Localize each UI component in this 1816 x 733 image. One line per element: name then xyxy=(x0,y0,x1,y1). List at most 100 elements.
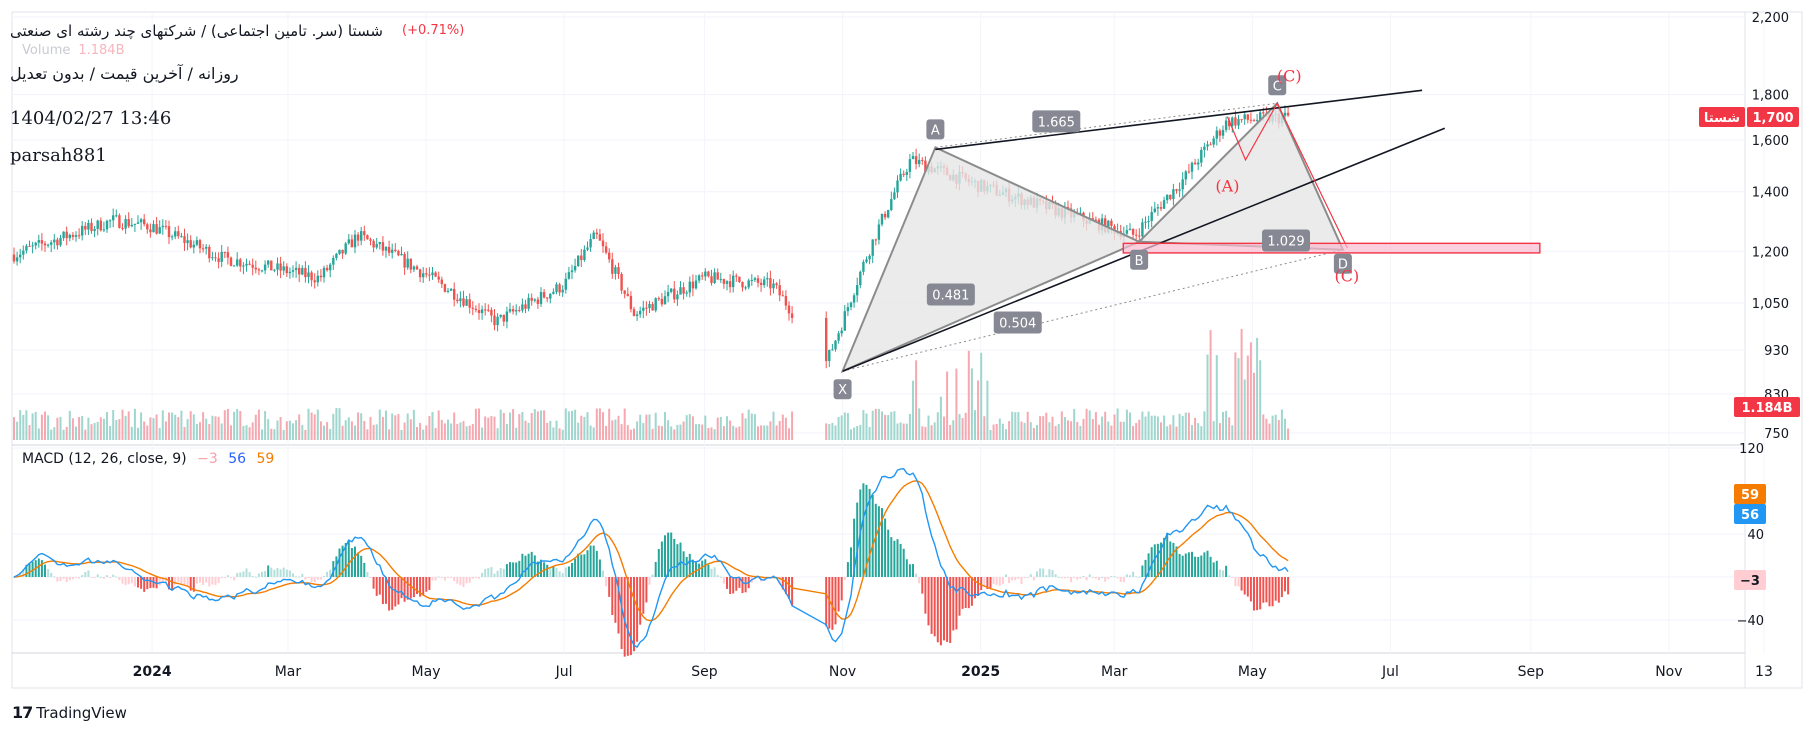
candle-body xyxy=(366,235,369,240)
volume-bar xyxy=(1181,415,1184,440)
volume-bar xyxy=(543,410,546,440)
volume-bar xyxy=(465,426,468,440)
macd-hist-bar xyxy=(502,568,505,577)
volume-bar xyxy=(1215,355,1218,440)
macd-hist-bar xyxy=(881,508,883,577)
volume-bar xyxy=(989,429,992,440)
candle-body xyxy=(232,265,236,267)
candle-body xyxy=(50,242,53,245)
macd-hist-bar xyxy=(639,577,642,625)
macd-hist-bar xyxy=(78,577,81,579)
volume-bar xyxy=(980,352,983,440)
candle-body xyxy=(418,269,422,278)
chart-subtitle: روزانه / آخرین قیمت / بدون تعدیل xyxy=(10,64,239,83)
macd-hist-bar xyxy=(217,577,220,583)
volume-bar xyxy=(856,425,859,440)
volume-bar xyxy=(233,411,236,440)
volume-bar xyxy=(626,425,629,440)
candle-body xyxy=(1144,221,1147,223)
candle-body xyxy=(68,234,71,239)
candle-body xyxy=(428,274,431,276)
macd-legend[interactable]: MACD (12, 26, close, 9) −3 56 59 xyxy=(22,451,274,467)
volume-bar xyxy=(939,396,942,440)
candle-body xyxy=(1224,120,1228,130)
volume-bar xyxy=(137,427,139,440)
volume-bar xyxy=(1249,342,1252,440)
macd-hist-bar xyxy=(397,577,400,605)
volume-bar xyxy=(310,412,313,440)
macd-hist-bar xyxy=(143,577,146,592)
candle-body xyxy=(515,310,518,312)
volume-bar xyxy=(164,421,167,440)
candle-body xyxy=(1184,171,1187,180)
volume-bar xyxy=(695,424,697,440)
volume-bar xyxy=(843,412,846,440)
macd-hist-bar xyxy=(90,577,93,578)
macd-hist-bar xyxy=(992,577,995,584)
candle-body xyxy=(267,260,270,265)
macd-hist-bar xyxy=(403,577,406,602)
macd-hist-bar xyxy=(1045,575,1048,577)
volume-legend: Volume 1.184B xyxy=(22,43,125,58)
macd-hist-bar xyxy=(998,577,1001,586)
macd-hist-bar xyxy=(580,554,583,577)
candle-body xyxy=(1212,138,1215,145)
macd-hist-bar xyxy=(490,567,493,577)
macd-signal-badge-bg xyxy=(1734,484,1766,504)
volume-bar xyxy=(1135,423,1138,440)
macd-hist-bar xyxy=(248,572,251,577)
candle-body xyxy=(205,246,208,249)
macd-hist-bar xyxy=(71,577,74,580)
candle-body xyxy=(871,239,874,256)
volume-bar xyxy=(1063,416,1066,440)
volume-bar xyxy=(217,416,220,440)
volume-bar xyxy=(995,423,998,440)
volume-bar xyxy=(1119,421,1122,440)
candle-body xyxy=(570,270,574,273)
candle-body xyxy=(831,349,834,351)
candle-body xyxy=(1156,207,1160,209)
macd-hist-bar xyxy=(828,577,831,629)
macd-hist-bar xyxy=(1005,574,1007,577)
macd-hist-bar xyxy=(59,577,62,582)
volume-bar xyxy=(518,414,521,440)
candle-body xyxy=(397,250,400,256)
macd-hist-bar xyxy=(115,576,118,578)
macd-hist-bar xyxy=(893,540,896,577)
macd-hist-bar xyxy=(261,571,263,577)
macd-hist-bar xyxy=(13,577,15,578)
macd-hist-bar xyxy=(949,577,952,644)
macd-hist-bar xyxy=(1094,577,1097,579)
macd-hist-bar xyxy=(583,554,586,577)
candle-body xyxy=(546,297,549,299)
candle-body xyxy=(409,258,412,270)
symbol-badge-bg xyxy=(1699,107,1745,127)
tradingview-brand[interactable]: 17 TradingView xyxy=(12,703,127,722)
volume-bar xyxy=(763,425,766,440)
macd-hist-bar xyxy=(564,567,567,577)
macd-hist-bar xyxy=(509,562,511,577)
volume-bar xyxy=(186,419,189,440)
macd-hist-bar xyxy=(1212,562,1215,577)
macd-hist-bar xyxy=(1051,570,1054,577)
candle-body xyxy=(1091,218,1094,220)
macd-hist-bar xyxy=(453,577,456,582)
macd-hist-bar xyxy=(574,558,577,577)
volume-bar xyxy=(490,416,493,440)
macd-hist-bar xyxy=(989,577,992,588)
macd-line xyxy=(13,468,1289,648)
volume-bar xyxy=(1203,411,1206,440)
macd-hist-bar xyxy=(158,577,161,586)
candle-body xyxy=(310,272,313,281)
candle-body xyxy=(564,278,567,290)
candle-body xyxy=(1190,162,1194,172)
candle-body xyxy=(536,299,540,304)
macd-tick-label: −40 xyxy=(1737,614,1764,629)
macd-hist-bar xyxy=(936,577,939,643)
candle-body xyxy=(865,259,868,262)
candle-body xyxy=(573,266,577,271)
macd-hist-bar xyxy=(459,577,462,586)
macd-hist-bar xyxy=(1119,577,1122,582)
candle-body xyxy=(589,239,592,248)
